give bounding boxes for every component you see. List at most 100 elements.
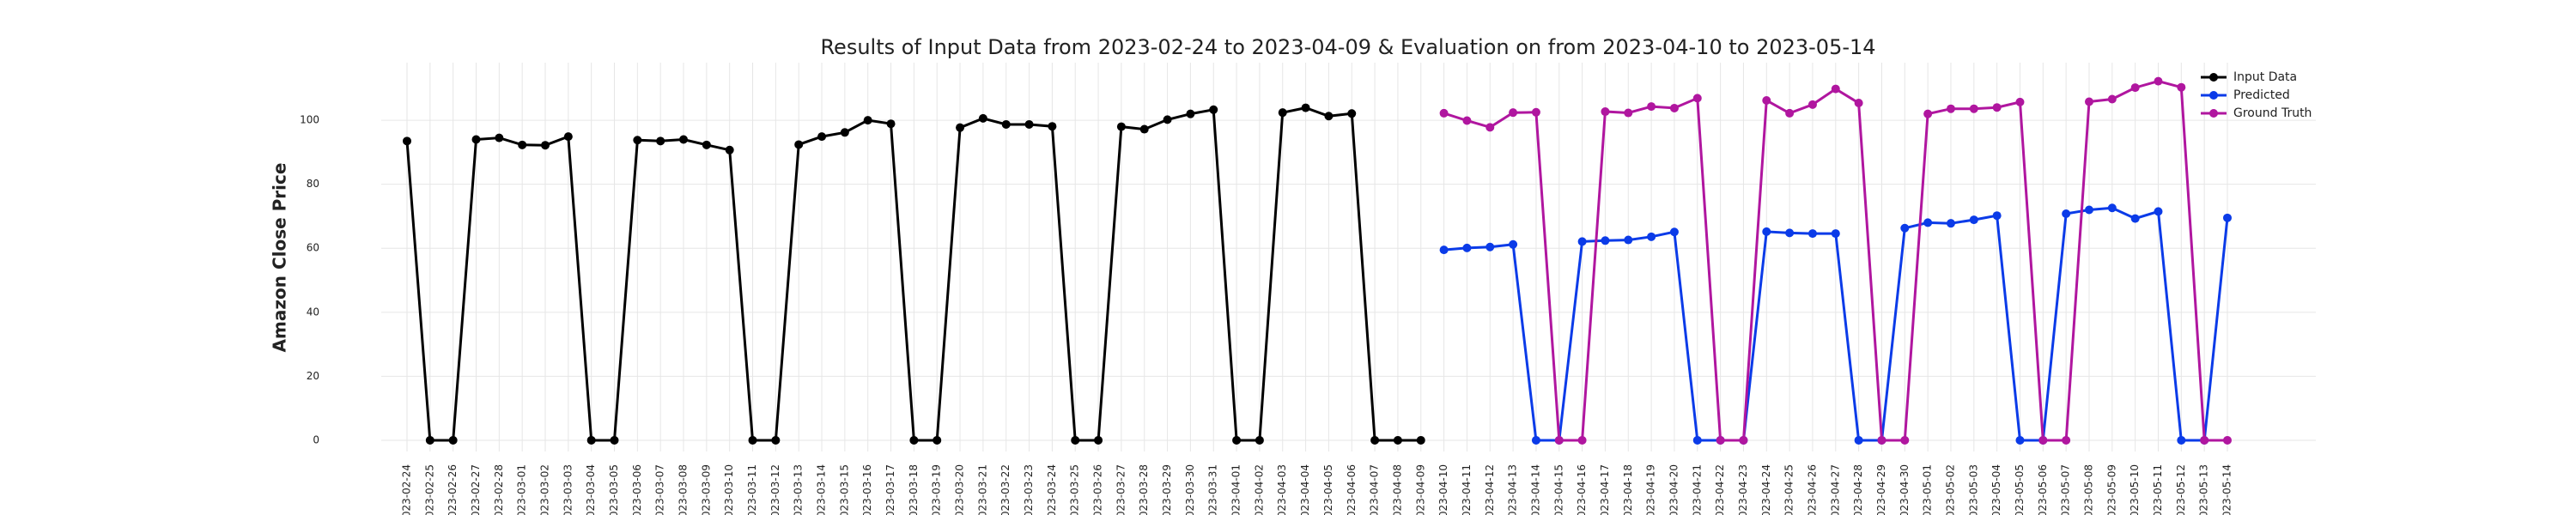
point — [471, 135, 481, 144]
point — [1669, 227, 1679, 237]
point — [1692, 94, 1702, 103]
point — [1509, 239, 1518, 249]
point — [1624, 108, 1633, 118]
point — [978, 113, 987, 123]
x-tick-label: 2023-04-28 — [1852, 464, 1864, 515]
point — [1601, 107, 1610, 117]
point — [2130, 83, 2140, 93]
x-tick-label: 2023-05-05 — [2014, 464, 2026, 515]
point — [1485, 242, 1495, 251]
x-tick-label: 2023-04-13 — [1507, 464, 1519, 515]
point — [1554, 435, 1564, 445]
point — [1785, 108, 1795, 118]
x-tick-label: 2023-05-03 — [1967, 464, 1979, 515]
point — [541, 141, 550, 150]
y-tick-label: 20 — [307, 370, 319, 382]
point — [771, 435, 781, 445]
point — [1024, 119, 1034, 129]
point — [1094, 435, 1103, 445]
point — [2015, 97, 2025, 106]
chart-title: Results of Input Data from 2023-02-24 to… — [820, 35, 1875, 59]
point — [2038, 435, 2048, 445]
point — [656, 136, 665, 146]
point — [1232, 435, 1242, 445]
x-tick-label: 2023-04-19 — [1645, 464, 1657, 515]
x-tick-label: 2023-04-04 — [1299, 464, 1311, 515]
point — [2223, 213, 2232, 222]
x-tick-label: 2023-04-29 — [1875, 464, 1887, 515]
point — [2177, 82, 2186, 92]
x-tick-label: 2023-05-04 — [1990, 464, 2002, 515]
legend-marker — [2209, 73, 2218, 82]
series — [1439, 203, 2232, 445]
point — [1807, 229, 1817, 239]
x-tick-label: 2023-03-26 — [1092, 464, 1104, 515]
point — [909, 435, 919, 445]
x-tick-label: 2023-04-21 — [1691, 464, 1703, 515]
x-tick-label: 2023-05-09 — [2105, 464, 2117, 515]
point — [1139, 124, 1149, 134]
point — [1462, 243, 1472, 252]
x-tick-label: 2023-04-06 — [1346, 464, 1358, 515]
x-tick-label: 2023-03-17 — [884, 464, 896, 515]
point — [1739, 435, 1748, 445]
x-tick-label: 2023-04-20 — [1668, 464, 1680, 515]
x-tick-label: 2023-03-30 — [1184, 464, 1196, 515]
point — [2200, 435, 2209, 445]
point — [1669, 103, 1679, 112]
point — [2154, 76, 2163, 86]
x-tick-label: 2023-03-24 — [1046, 464, 1058, 515]
x-tick-label: 2023-03-22 — [999, 464, 1012, 515]
x-tick-label: 2023-03-21 — [976, 464, 988, 515]
point — [1255, 435, 1264, 445]
point — [2177, 435, 2186, 445]
point — [2015, 435, 2025, 445]
point — [1439, 245, 1449, 255]
point — [1531, 435, 1540, 445]
point — [1647, 102, 1656, 112]
x-tick-label: 2023-04-24 — [1760, 464, 1772, 515]
point — [2084, 97, 2093, 106]
x-tick-label: 2023-03-20 — [954, 464, 966, 515]
x-tick-label: 2023-05-06 — [2037, 464, 2049, 515]
x-tick-label: 2023-04-22 — [1714, 464, 1726, 515]
x-tick-label: 2023-03-13 — [793, 464, 805, 515]
point — [633, 136, 642, 145]
x-tick-label: 2023-05-08 — [2082, 464, 2094, 515]
y-tick-label: 100 — [300, 114, 319, 126]
x-tick-label: 2023-03-19 — [931, 464, 943, 515]
point — [1370, 435, 1380, 445]
point — [1831, 229, 1840, 239]
point — [1001, 119, 1011, 129]
x-tick-label: 2023-05-14 — [2221, 464, 2233, 515]
point — [1186, 109, 1195, 118]
x-tick-label: 2023-03-06 — [631, 464, 643, 515]
point — [425, 435, 434, 445]
point — [1624, 235, 1633, 245]
point — [1992, 211, 2002, 221]
point — [1485, 123, 1495, 132]
point — [1923, 109, 1933, 118]
point — [1509, 108, 1518, 118]
x-tick-label: 2023-05-10 — [2129, 464, 2141, 515]
point — [1577, 435, 1587, 445]
point — [1439, 108, 1449, 118]
point — [1923, 218, 1933, 227]
point — [448, 435, 458, 445]
point — [886, 119, 896, 129]
point — [1416, 435, 1425, 445]
x-tick-label: 2023-04-12 — [1484, 464, 1496, 515]
x-tick-label: 2023-03-27 — [1115, 464, 1127, 515]
series — [1439, 76, 2232, 445]
x-tick-label: 2023-03-29 — [1161, 464, 1173, 515]
point — [518, 140, 527, 149]
point — [1877, 435, 1886, 445]
point — [2223, 435, 2232, 445]
point — [2130, 214, 2140, 223]
point — [1692, 435, 1702, 445]
y-axis-label: Amazon Close Price — [270, 163, 290, 353]
x-tick-label: 2023-04-01 — [1230, 464, 1242, 515]
point — [2107, 94, 2117, 104]
